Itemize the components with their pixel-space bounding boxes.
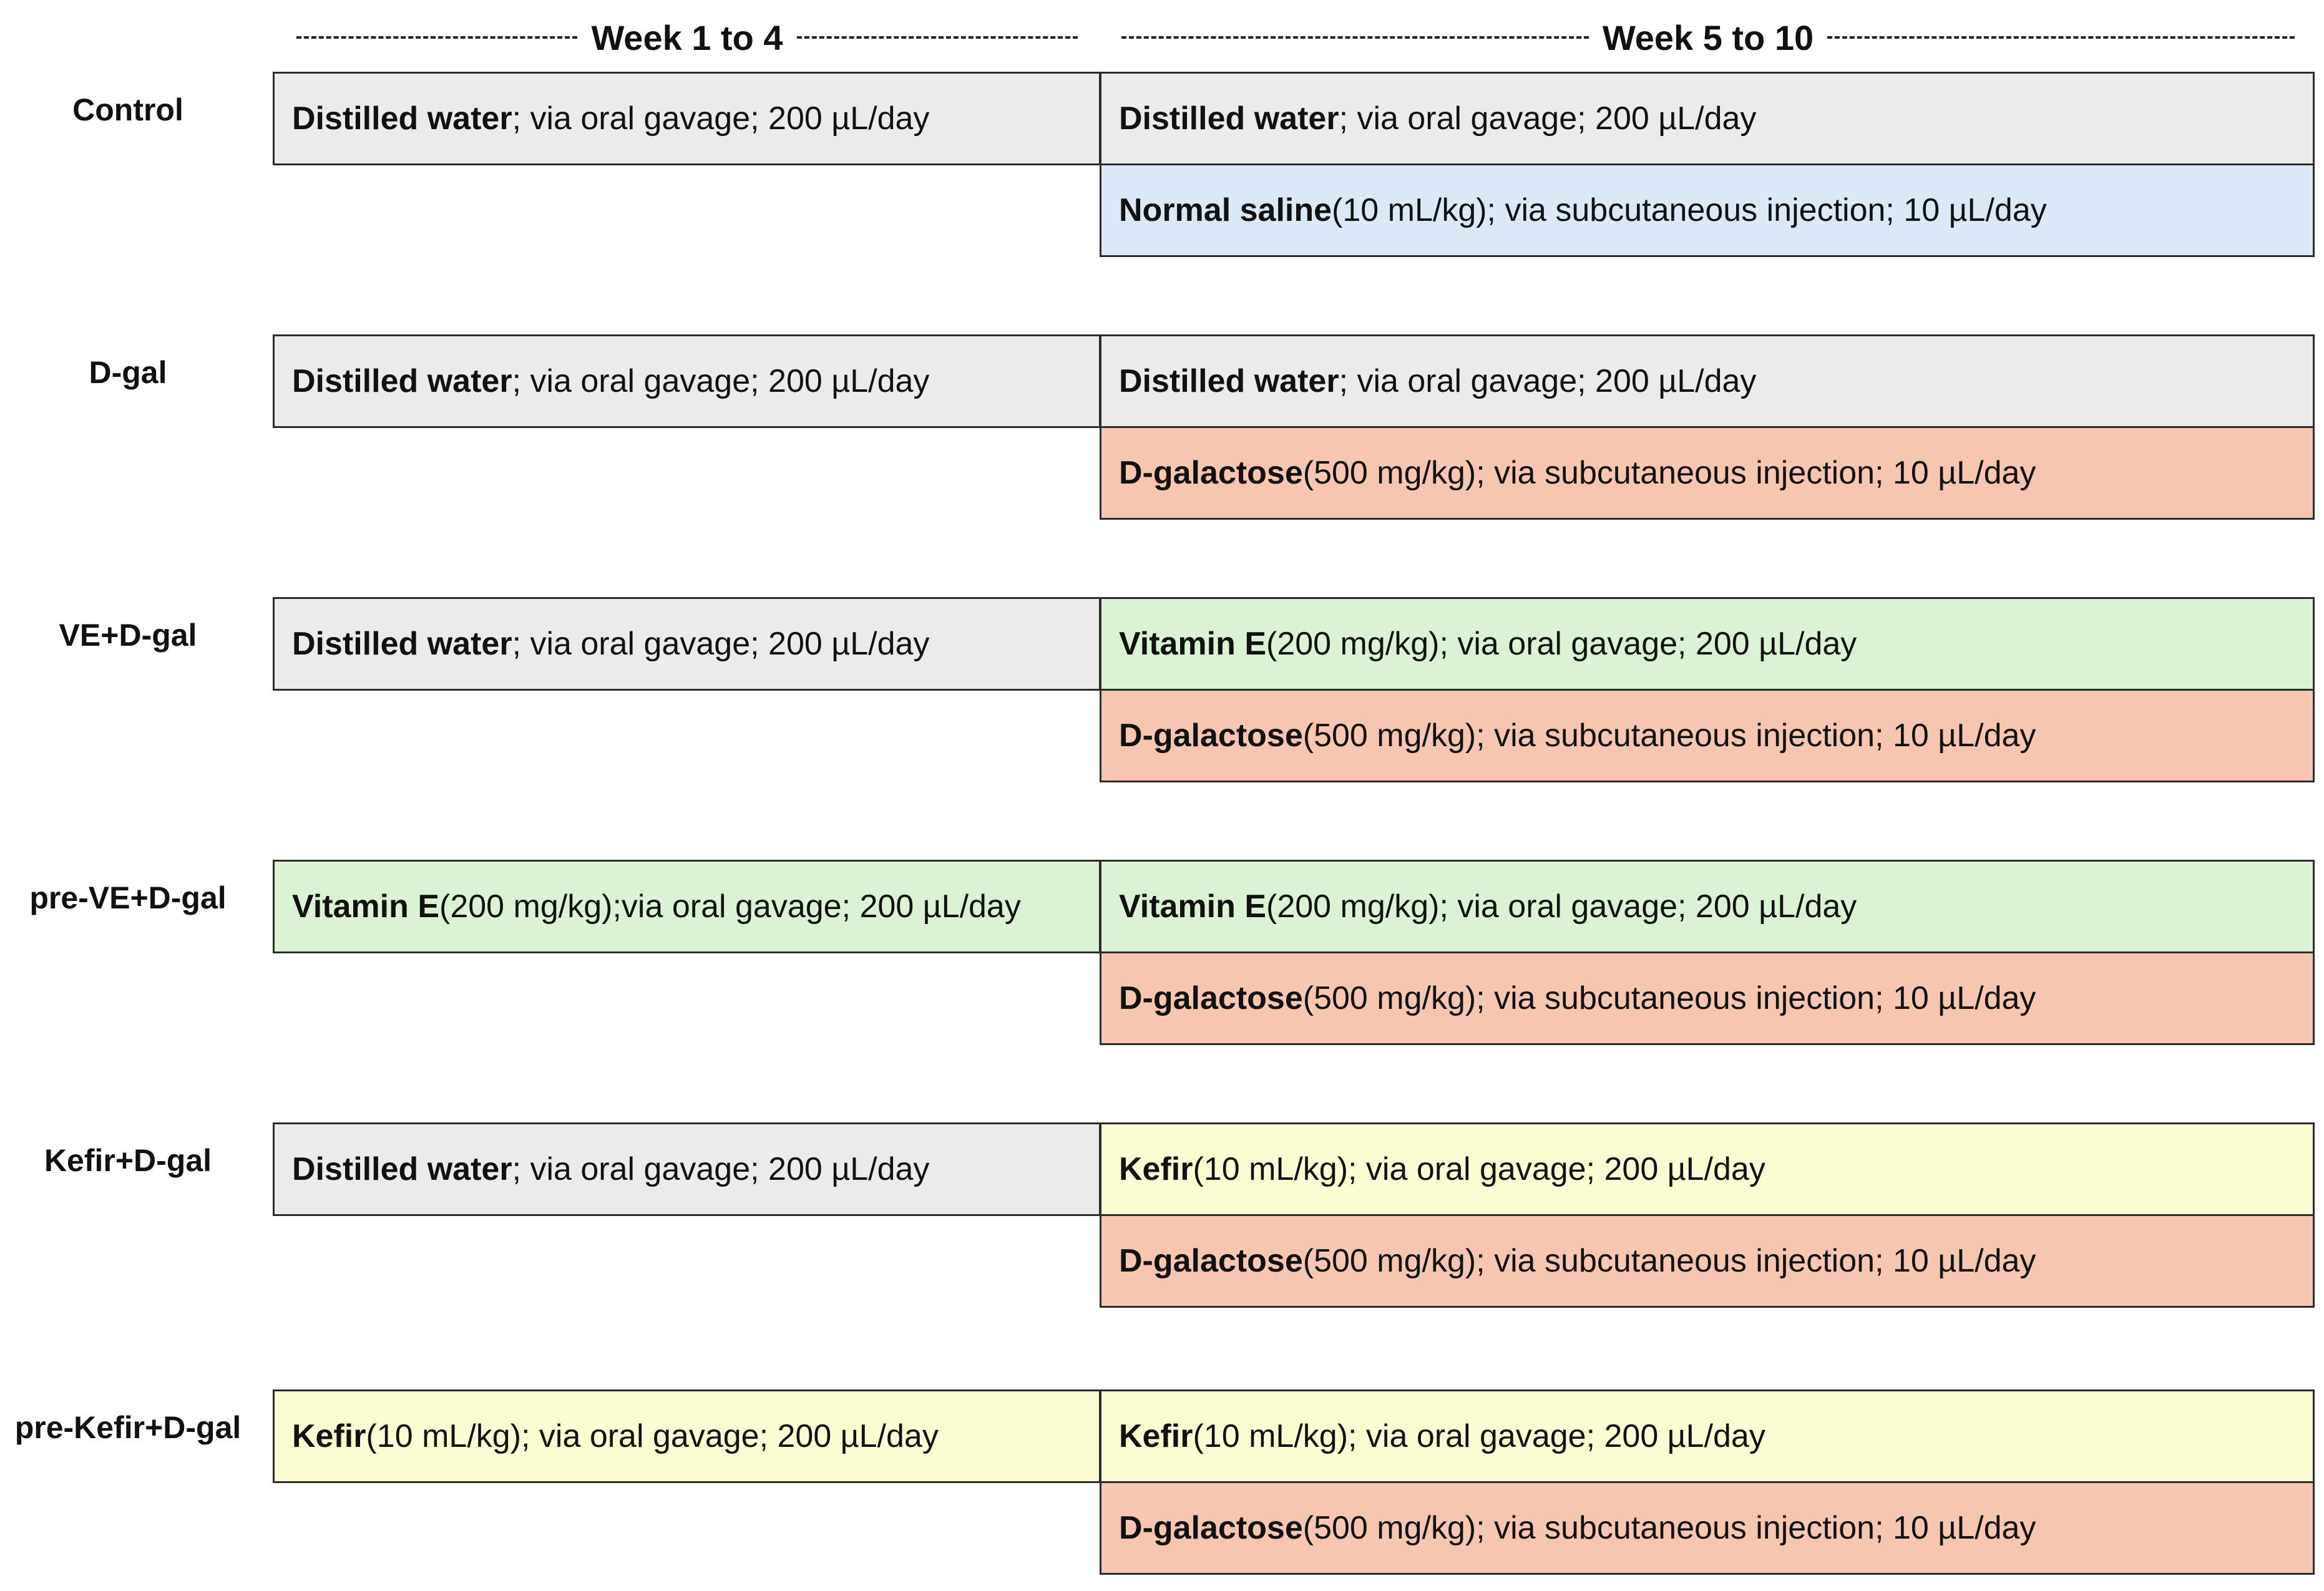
cell-week5-10-oral: Distilled water; via oral gavage; 200 µL…: [1100, 334, 2315, 428]
dosing-detail: ; via oral gavage; 200 µL/day: [512, 626, 930, 662]
substance-name: Distilled water: [292, 626, 512, 662]
group-control: Control Distilled water; via oral gavage…: [0, 72, 2324, 257]
substance-name: Vitamin E: [292, 888, 440, 925]
dosing-detail: (500 mg/kg); via subcutaneous injection;…: [1302, 455, 2036, 491]
substance-name: D-galactose: [1119, 455, 1303, 491]
substance-name: D-galactose: [1119, 718, 1303, 754]
substance-name: D-galactose: [1119, 980, 1303, 1016]
cell-week1-4: Distilled water; via oral gavage; 200 µL…: [273, 597, 1101, 691]
cell-week1-4: Distilled water; via oral gavage; 200 µL…: [273, 1122, 1101, 1216]
dosing-detail: (10 mL/kg); via oral gavage; 200 µL/day: [1193, 1418, 1765, 1454]
phase-header-week-1-4: Week 1 to 4: [296, 12, 1078, 62]
substance-name: Distilled water: [1119, 363, 1339, 399]
dosing-detail: (500 mg/kg); via subcutaneous injection;…: [1302, 980, 2036, 1016]
cell-week5-10-injection: D-galactose (500 mg/kg); via subcutaneou…: [1100, 426, 2315, 520]
cell-week1-4: Distilled water; via oral gavage; 200 µL…: [273, 334, 1101, 428]
cell-week5-10-oral: Vitamin E (200 mg/kg); via oral gavage; …: [1100, 860, 2315, 953]
substance-name: D-galactose: [1119, 1510, 1303, 1546]
group-label: pre-VE+D-gal: [29, 880, 227, 915]
group-ve-d-gal: VE+D-gal Distilled water; via oral gavag…: [0, 597, 2324, 782]
group-label: D-gal: [89, 355, 167, 390]
dosing-detail: ; via oral gavage; 200 µL/day: [512, 363, 930, 399]
substance-name: Kefir: [1119, 1418, 1193, 1454]
substance-name: Vitamin E: [1119, 626, 1267, 662]
group-pre-kefir-d-gal: pre-Kefir+D-gal Kefir (10 mL/kg); via or…: [0, 1389, 2324, 1575]
substance-name: Vitamin E: [1119, 888, 1267, 925]
dosing-detail: ; via oral gavage; 200 µL/day: [512, 100, 930, 137]
substance-name: Kefir: [292, 1418, 366, 1454]
dosing-detail: (500 mg/kg); via subcutaneous injection;…: [1302, 1510, 2036, 1546]
substance-name: Distilled water: [292, 100, 512, 137]
group-d-gal: D-gal Distilled water; via oral gavage; …: [0, 334, 2324, 520]
dosing-detail: ; via oral gavage; 200 µL/day: [1339, 100, 1757, 137]
group-label: pre-Kefir+D-gal: [14, 1410, 242, 1445]
cell-week1-4: Kefir (10 mL/kg); via oral gavage; 200 µ…: [273, 1389, 1101, 1483]
dosing-detail: (200 mg/kg); via oral gavage; 200 µL/day: [1266, 888, 1857, 925]
cell-week5-10-injection: D-galactose (500 mg/kg); via subcutaneou…: [1100, 1214, 2315, 1308]
cell-week5-10-oral: Distilled water; via oral gavage; 200 µL…: [1100, 72, 2315, 165]
cell-week5-10-injection: D-galactose (500 mg/kg); via subcutaneou…: [1100, 1481, 2315, 1575]
dosing-detail: ; via oral gavage; 200 µL/day: [512, 1151, 930, 1187]
dosing-detail: (500 mg/kg); via subcutaneous injection;…: [1302, 1243, 2036, 1279]
dosing-detail: (10 mL/kg); via oral gavage; 200 µL/day: [366, 1418, 939, 1454]
cell-week5-10-injection: Normal saline (10 mL/kg); via subcutaneo…: [1100, 163, 2315, 257]
header-dash-right: [1827, 36, 2295, 39]
group-label: Control: [72, 92, 183, 127]
header-dash-left: [1121, 36, 1589, 39]
cell-week5-10-injection: D-galactose (500 mg/kg); via subcutaneou…: [1100, 689, 2315, 782]
substance-name: Distilled water: [1119, 100, 1339, 137]
group-label: Kefir+D-gal: [44, 1143, 212, 1178]
cell-week1-4: Vitamin E (200 mg/kg);via oral gavage; 2…: [273, 860, 1101, 953]
dosing-detail: ; via oral gavage; 200 µL/day: [1339, 363, 1757, 399]
dosing-detail: (500 mg/kg); via subcutaneous injection;…: [1302, 718, 2036, 754]
cell-week5-10-oral: Kefir (10 mL/kg); via oral gavage; 200 µ…: [1100, 1122, 2315, 1216]
cell-week1-4: Distilled water; via oral gavage; 200 µL…: [273, 72, 1101, 165]
cell-week5-10-oral: Vitamin E (200 mg/kg); via oral gavage; …: [1100, 597, 2315, 691]
header-dash-left: [296, 36, 578, 39]
phase-title-week-5-10: Week 5 to 10: [1602, 17, 1814, 57]
dosing-detail: (10 mL/kg); via subcutaneous injection; …: [1332, 192, 2047, 228]
cell-week5-10-injection: D-galactose (500 mg/kg); via subcutaneou…: [1100, 951, 2315, 1045]
substance-name: D-galactose: [1119, 1243, 1303, 1279]
dosing-detail: (200 mg/kg);via oral gavage; 200 µL/day: [439, 888, 1021, 925]
phase-title-week-1-4: Week 1 to 4: [591, 17, 783, 57]
substance-name: Distilled water: [292, 363, 512, 399]
header-dash-right: [796, 36, 1078, 39]
substance-name: Normal saline: [1119, 192, 1332, 228]
substance-name: Kefir: [1119, 1151, 1193, 1187]
dosing-detail: (200 mg/kg); via oral gavage; 200 µL/day: [1266, 626, 1857, 662]
group-pre-ve-d-gal: pre-VE+D-gal Vitamin E (200 mg/kg);via o…: [0, 860, 2324, 1045]
cell-week5-10-oral: Kefir (10 mL/kg); via oral gavage; 200 µ…: [1100, 1389, 2315, 1483]
dosing-detail: (10 mL/kg); via oral gavage; 200 µL/day: [1193, 1151, 1765, 1187]
phase-header-week-5-10: Week 5 to 10: [1121, 12, 2295, 62]
substance-name: Distilled water: [292, 1151, 512, 1187]
group-kefir-d-gal: Kefir+D-gal Distilled water; via oral ga…: [0, 1122, 2324, 1308]
group-label: VE+D-gal: [59, 618, 197, 653]
